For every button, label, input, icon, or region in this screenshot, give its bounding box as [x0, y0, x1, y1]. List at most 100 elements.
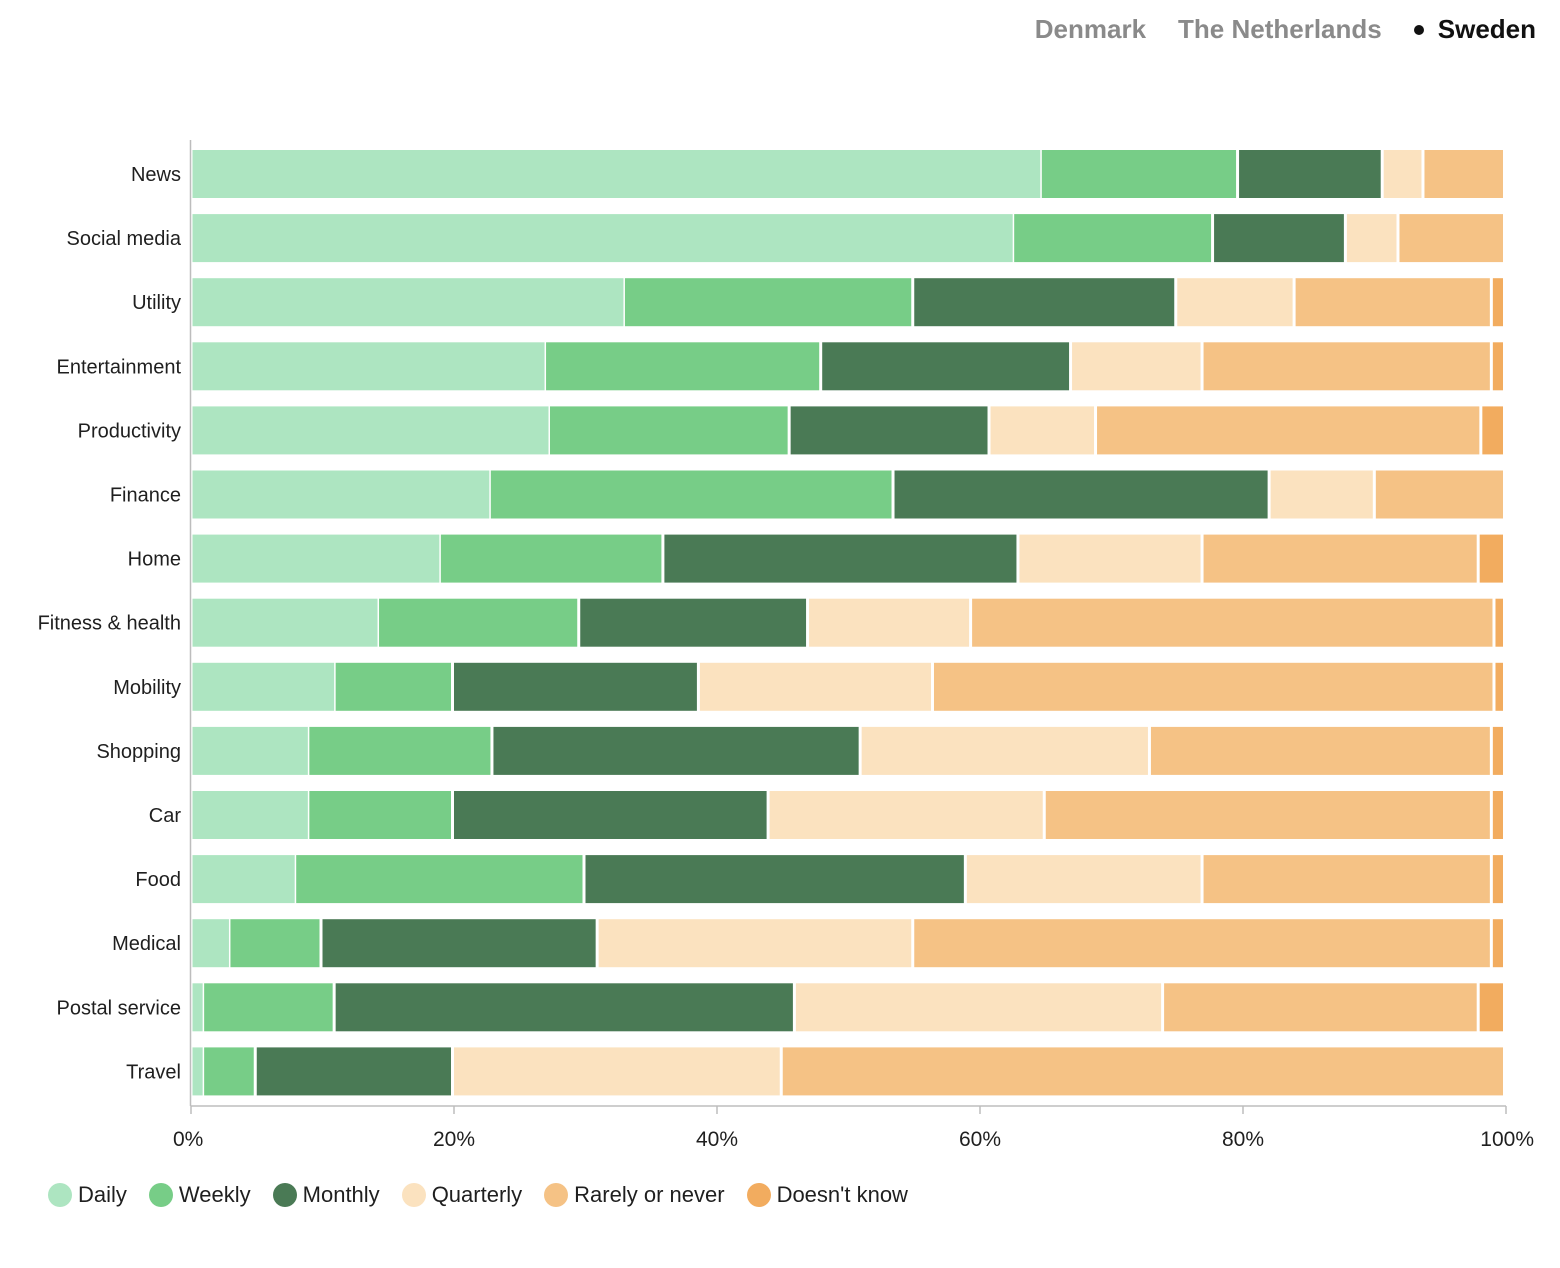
bar-segment[interactable] [966, 855, 1201, 904]
bar-segment[interactable] [1041, 150, 1237, 198]
bar-segment[interactable] [1479, 534, 1503, 583]
bar-segment[interactable] [1045, 791, 1490, 839]
bar-segment[interactable] [769, 791, 1043, 839]
bar-segment[interactable] [914, 919, 1490, 968]
bar-segment[interactable] [192, 598, 378, 647]
bar-segment[interactable] [1239, 150, 1381, 198]
tab-the-netherlands[interactable]: The Netherlands [1178, 14, 1382, 45]
bar-segment[interactable] [699, 662, 931, 711]
bar-segment[interactable] [1214, 214, 1344, 263]
country-tabs: Denmark The Netherlands Sweden [1035, 14, 1536, 45]
bar-segment[interactable] [192, 662, 335, 711]
bar-segment[interactable] [822, 342, 1070, 391]
bar-segment[interactable] [1492, 791, 1503, 839]
bar-segment[interactable] [192, 406, 549, 455]
bar-segment[interactable] [790, 406, 988, 455]
tab-sweden[interactable]: Sweden [1413, 14, 1536, 45]
bar-segment[interactable] [1399, 214, 1503, 263]
legend-item-doesnt-know[interactable]: Doesn't know [746, 1182, 908, 1208]
bar-segment[interactable] [309, 791, 451, 839]
bar-segment[interactable] [296, 855, 583, 904]
bar-segment[interactable] [335, 662, 451, 711]
bar-segment[interactable] [1177, 278, 1293, 327]
bar-segment[interactable] [1164, 983, 1477, 1032]
bar-segment[interactable] [1492, 342, 1503, 391]
bar-segment[interactable] [1495, 662, 1503, 711]
bar-segment[interactable] [914, 278, 1175, 327]
bar-segment[interactable] [664, 534, 1017, 583]
bar-segment[interactable] [440, 534, 662, 583]
bar-segment[interactable] [192, 791, 308, 839]
legend-item-daily[interactable]: Daily [48, 1182, 127, 1208]
bar-segment[interactable] [230, 919, 320, 968]
bar-segment[interactable] [490, 470, 892, 519]
bar-segment[interactable] [379, 598, 578, 647]
bar-segment[interactable] [1492, 855, 1503, 904]
bar-segment[interactable] [1495, 598, 1503, 647]
bar-segment[interactable] [192, 214, 1013, 263]
bar-segment[interactable] [335, 983, 793, 1032]
bar-segment[interactable] [861, 726, 1148, 775]
bar-segment[interactable] [454, 1047, 780, 1096]
bar-segment[interactable] [1295, 278, 1490, 327]
legend-item-rarely-or-never[interactable]: Rarely or never [544, 1182, 725, 1208]
bar-segment[interactable] [585, 855, 964, 904]
bar-segment[interactable] [493, 726, 859, 775]
bar-segment[interactable] [1203, 534, 1477, 583]
bar-segment[interactable] [1492, 726, 1503, 775]
bar-segment[interactable] [192, 278, 624, 327]
bar-segment[interactable] [1479, 983, 1503, 1032]
bar-segment[interactable] [204, 1047, 254, 1096]
bar-segment[interactable] [204, 983, 333, 1032]
bar-segment[interactable] [546, 342, 820, 391]
bar-segment[interactable] [192, 726, 308, 775]
bar-segment[interactable] [1492, 278, 1503, 327]
x-tick-label: 20% [433, 1128, 475, 1151]
legend-item-weekly[interactable]: Weekly [148, 1182, 251, 1208]
bar-segment[interactable] [309, 726, 491, 775]
legend-label: Quarterly [431, 1182, 523, 1207]
bar-segment[interactable] [1014, 214, 1212, 263]
bar-segment[interactable] [1346, 214, 1397, 263]
bar-segment[interactable] [192, 470, 490, 519]
x-tick-label: 60% [959, 1128, 1001, 1151]
legend-item-monthly[interactable]: Monthly [272, 1182, 380, 1208]
bar-segment[interactable] [1203, 342, 1490, 391]
bar-segment[interactable] [1203, 855, 1490, 904]
bar-segment[interactable] [1019, 534, 1201, 583]
bar-segment[interactable] [933, 662, 1493, 711]
bar-segment[interactable] [580, 598, 807, 647]
tab-denmark[interactable]: Denmark [1035, 14, 1146, 45]
bar-segment[interactable] [192, 150, 1041, 198]
bar-segment[interactable] [192, 342, 545, 391]
bar-segment[interactable] [972, 598, 1493, 647]
bar-segment[interactable] [894, 470, 1268, 519]
bar-segment[interactable] [1375, 470, 1503, 519]
bar-segment[interactable] [1424, 150, 1503, 198]
bar-segment[interactable] [1097, 406, 1480, 455]
category-label: Social media [66, 228, 181, 250]
legend-item-quarterly[interactable]: Quarterly [401, 1182, 523, 1208]
bar-segment[interactable] [256, 1047, 451, 1096]
bar-segment[interactable] [549, 406, 788, 455]
bar-segment[interactable] [192, 983, 203, 1032]
bar-segment[interactable] [990, 406, 1095, 455]
bar-segment[interactable] [1270, 470, 1373, 519]
bar-segment[interactable] [1482, 406, 1503, 455]
bar-segment[interactable] [782, 1047, 1503, 1096]
bar-segment[interactable] [624, 278, 912, 327]
bar-segment[interactable] [454, 662, 697, 711]
bar-segment[interactable] [1150, 726, 1490, 775]
bar-segment[interactable] [322, 919, 596, 968]
bar-segment[interactable] [192, 855, 295, 904]
bar-segment[interactable] [192, 1047, 203, 1096]
bar-segment[interactable] [192, 534, 440, 583]
bar-segment[interactable] [192, 919, 229, 968]
bar-segment[interactable] [598, 919, 912, 968]
bar-segment[interactable] [454, 791, 767, 839]
bar-segment[interactable] [1492, 919, 1503, 968]
bar-segment[interactable] [1072, 342, 1201, 391]
bar-segment[interactable] [1383, 150, 1422, 198]
bar-segment[interactable] [795, 983, 1162, 1032]
bar-segment[interactable] [809, 598, 970, 647]
